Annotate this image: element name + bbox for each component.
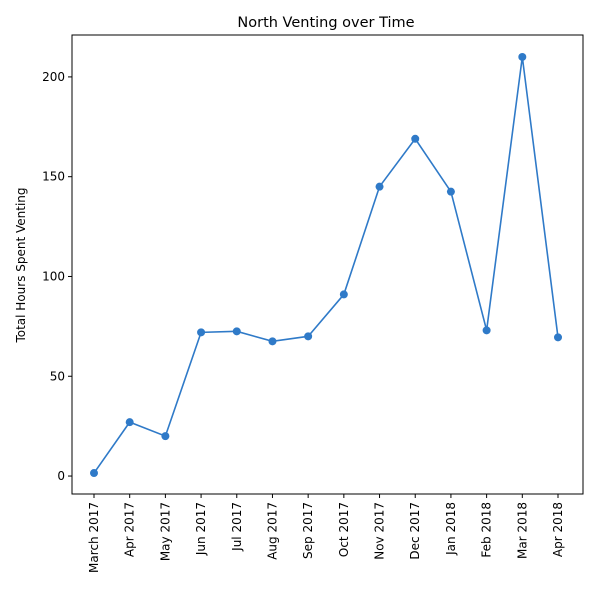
x-tick-label: March 2017 [87, 502, 101, 573]
data-point [90, 469, 98, 478]
y-axis: 0 50 100 150 200 [42, 70, 72, 483]
data-point [125, 418, 134, 427]
y-axis-label: Total Hours Spent Venting [14, 187, 28, 343]
x-axis: March 2017 Apr 2017 May 2017 Jun 2017 Jul 20… [87, 494, 565, 573]
y-tick-label: 0 [57, 469, 65, 483]
x-tick-label: Dec 2017 [408, 502, 422, 560]
data-point [482, 326, 491, 335]
data-point [268, 337, 277, 346]
x-tick-label: Jan 2018 [444, 502, 458, 556]
data-point [411, 134, 420, 143]
x-tick-label: Oct 2017 [337, 502, 351, 557]
data-point [518, 52, 527, 61]
x-tick-label: Sep 2017 [301, 502, 315, 559]
data-point [197, 328, 206, 337]
y-tick-label: 200 [42, 70, 65, 84]
x-tick-label: Apr 2018 [551, 502, 565, 557]
data-point [161, 432, 170, 441]
data-point [446, 187, 455, 196]
x-tick-label: Apr 2017 [123, 502, 137, 557]
x-tick-label: Mar 2018 [515, 502, 529, 559]
plot-area [71, 34, 584, 495]
x-tick-label: May 2017 [158, 502, 172, 561]
data-point [304, 332, 313, 341]
x-tick-label: Jun 2017 [194, 502, 208, 556]
y-tick-label: 150 [42, 170, 65, 184]
x-tick-label: Nov 2017 [373, 502, 387, 560]
data-point [339, 290, 348, 299]
data-point [375, 182, 384, 191]
x-tick-label: Jul 2017 [230, 502, 244, 552]
data-point [554, 333, 562, 342]
series-layer [90, 52, 562, 478]
x-tick-label: Aug 2017 [265, 502, 279, 560]
y-tick-label: 50 [50, 369, 65, 383]
series-line [93, 56, 559, 474]
data-point [232, 327, 241, 336]
chart-title: North Venting over Time [237, 15, 414, 31]
y-tick-label: 100 [42, 269, 65, 283]
x-tick-label: Feb 2018 [480, 502, 494, 558]
